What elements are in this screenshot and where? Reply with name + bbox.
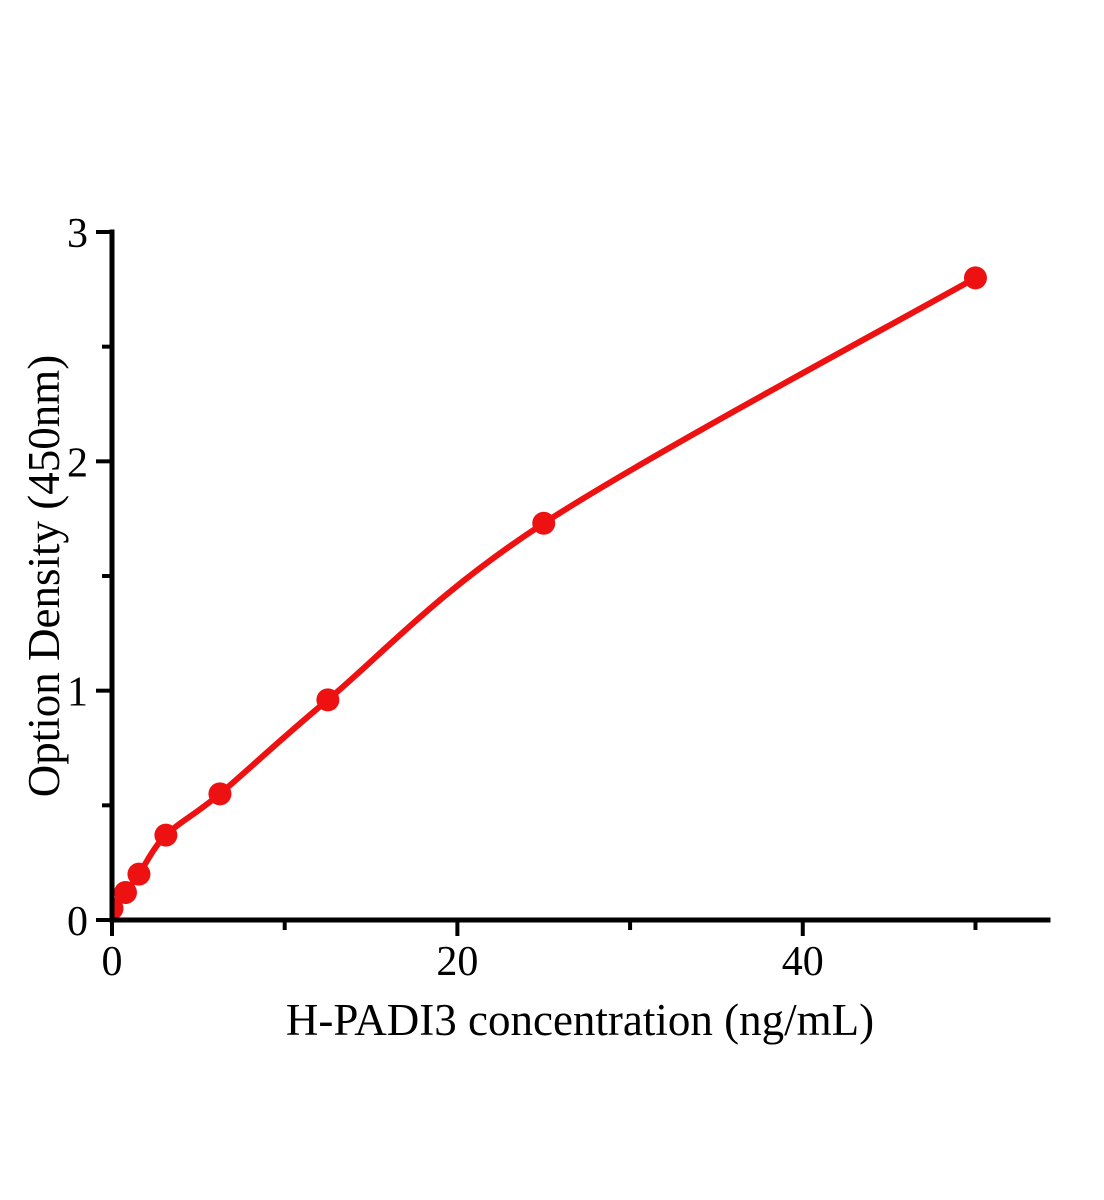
data-point <box>127 862 151 886</box>
y-axis-title: Option Density (450nm) <box>19 354 69 798</box>
x-axis-title: H-PADI3 concentration (ng/mL) <box>285 995 875 1045</box>
x-tick-label: 20 <box>436 939 478 985</box>
axes <box>96 229 1051 936</box>
tick-labels: 0 20 40 0 1 2 3 <box>67 211 824 985</box>
data-point <box>316 688 340 712</box>
y-tick-label: 3 <box>67 211 88 257</box>
data-point <box>208 782 232 806</box>
y-tick-label: 0 <box>67 899 88 945</box>
data-point <box>963 266 987 290</box>
x-tick-label: 40 <box>782 939 824 985</box>
fit-curve <box>112 274 979 912</box>
data-series <box>112 266 987 920</box>
data-point <box>532 511 556 535</box>
axis-lines <box>109 229 1051 923</box>
x-tick-label: 0 <box>102 939 123 985</box>
data-point <box>154 823 178 847</box>
data-point <box>113 880 137 904</box>
y-tick-label: 1 <box>67 670 88 716</box>
y-tick-label: 2 <box>67 440 88 486</box>
